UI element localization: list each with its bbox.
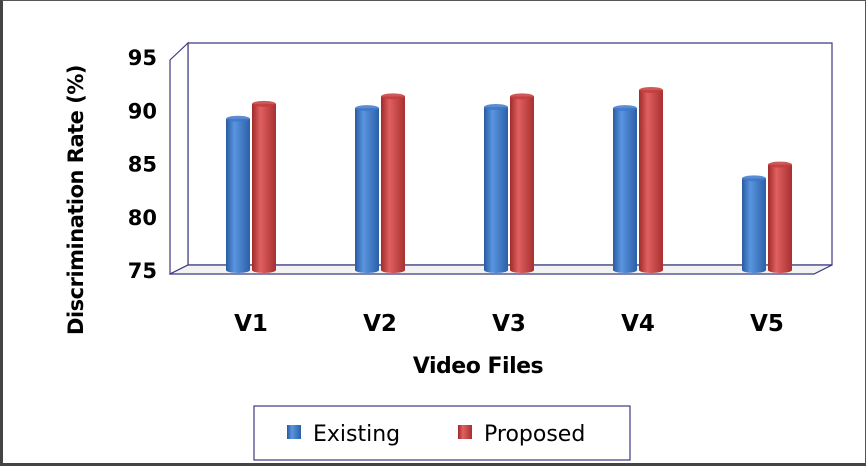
bar-existing-v4	[613, 105, 637, 273]
x-tick-label-v2: V2	[363, 311, 397, 337]
bar-base	[768, 267, 792, 273]
bar-base	[252, 267, 276, 273]
bar-base	[639, 267, 663, 273]
y-tick-label: 85	[128, 153, 157, 177]
legend-box	[253, 405, 631, 461]
bar-top	[768, 161, 792, 168]
bar-body	[510, 96, 534, 270]
legend-swatch-proposed	[458, 425, 472, 439]
bar-body	[355, 108, 379, 271]
y-tick-label: 80	[128, 206, 157, 230]
bar-existing-v3	[484, 104, 508, 273]
bar-top	[381, 93, 405, 100]
bar-body	[613, 108, 637, 271]
bar-body	[742, 178, 766, 270]
bar-proposed-v2	[381, 93, 405, 273]
y-tick-label: 95	[128, 46, 157, 70]
bar-top	[484, 104, 508, 111]
y-axis: 75 80 85 90 95	[128, 46, 157, 283]
x-tick-label-v1: V1	[234, 311, 268, 337]
bar-body	[639, 90, 663, 270]
x-tick-label-v3: V3	[492, 311, 526, 337]
bar-body	[768, 164, 792, 270]
legend: Existing Proposed	[253, 405, 631, 461]
bars-layer	[226, 87, 792, 273]
bar-base	[484, 267, 508, 273]
bar-base	[355, 267, 379, 273]
bar-base	[226, 267, 250, 273]
legend-label-proposed: Proposed	[484, 422, 585, 447]
bar-top	[639, 87, 663, 94]
bar-base	[510, 267, 534, 273]
x-axis: V1 V2 V3 V4 V5	[234, 311, 784, 337]
legend-label-existing: Existing	[313, 422, 400, 447]
bar-existing-v5	[742, 175, 766, 273]
bar-proposed-v3	[510, 93, 534, 273]
bar-body	[226, 118, 250, 271]
bar-body	[484, 107, 508, 271]
x-tick-label-v5: V5	[750, 311, 784, 337]
bar-body	[252, 103, 276, 270]
bar-base	[613, 267, 637, 273]
bar-proposed-v4	[639, 87, 663, 273]
bar-top	[742, 175, 766, 182]
y-axis-title: Discrimination Rate (%)	[64, 65, 88, 335]
y-tick-label: 75	[128, 259, 157, 283]
bar-top	[226, 115, 250, 122]
bar-top	[355, 105, 379, 112]
bar-base	[742, 267, 766, 273]
x-tick-label-v4: V4	[621, 311, 655, 337]
bar-existing-v1	[226, 115, 250, 273]
bar-top	[252, 100, 276, 107]
x-axis-title: Video Files	[413, 354, 544, 379]
legend-swatch-existing	[287, 425, 301, 439]
bar-base	[381, 267, 405, 273]
bar-top	[510, 93, 534, 100]
bar-proposed-v1	[252, 100, 276, 273]
bar-top	[613, 105, 637, 112]
bar-body	[381, 96, 405, 270]
y-tick-label: 90	[128, 99, 157, 123]
plot-side-wall	[169, 41, 189, 275]
bar-proposed-v5	[768, 161, 792, 273]
bar-existing-v2	[355, 105, 379, 273]
